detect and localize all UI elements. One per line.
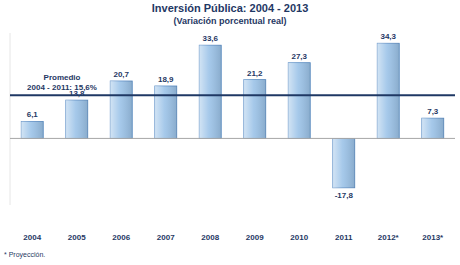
bar-shade: [377, 43, 399, 138]
footnote: * Proyección.: [4, 251, 45, 259]
category-label: 2013*: [422, 233, 444, 242]
average-label: Promedio: [44, 73, 81, 82]
bar-shade: [422, 118, 444, 138]
bar: [21, 121, 43, 138]
bar: [244, 80, 266, 139]
bar-shade: [155, 86, 177, 138]
data-label: 21,2: [247, 69, 263, 78]
chart: Inversión Pública: 2004 - 2013 (Variación…: [0, 0, 460, 265]
data-label: -17,8: [335, 191, 354, 200]
bar: [155, 86, 177, 138]
bar: [288, 63, 310, 139]
bar-shade: [110, 81, 132, 138]
data-label: 34,3: [380, 32, 396, 41]
subtitle: (Variación porcentual real): [173, 16, 286, 26]
average-label: 2004 - 2011: 15,6%: [27, 83, 97, 92]
data-label: 7,3: [427, 107, 439, 116]
bar: [199, 45, 221, 138]
bar: [377, 43, 399, 138]
bar: [110, 81, 132, 138]
bars: [21, 43, 444, 188]
bar-shade: [199, 45, 221, 138]
bar: [333, 138, 355, 187]
bar-shade: [66, 100, 88, 138]
bar-shade: [333, 138, 355, 187]
data-label: 18,9: [158, 75, 174, 84]
bar-shade: [244, 80, 266, 139]
data-label: 13,8: [69, 89, 85, 98]
category-label: 2006: [112, 233, 130, 242]
bar-shade: [21, 121, 43, 138]
category-label: 2005: [68, 233, 86, 242]
category-label: 2004: [23, 233, 41, 242]
category-label: 2007: [157, 233, 175, 242]
data-label: 33,6: [202, 34, 218, 43]
category-label: 2011: [335, 233, 353, 242]
zero-line: [10, 138, 455, 139]
y-axis-line: [10, 33, 11, 205]
category-label: 2008: [201, 233, 219, 242]
category-label: 2010: [290, 233, 308, 242]
bar: [422, 118, 444, 138]
data-label: 6,1: [27, 110, 39, 119]
category-label: 2012*: [378, 233, 400, 242]
category-label: 2009: [246, 233, 264, 242]
bar: [66, 100, 88, 138]
bar-shade: [288, 63, 310, 139]
data-label: 20,7: [113, 70, 129, 79]
data-label: 27,3: [291, 52, 307, 61]
title: Inversión Pública: 2004 - 2013: [152, 2, 309, 14]
